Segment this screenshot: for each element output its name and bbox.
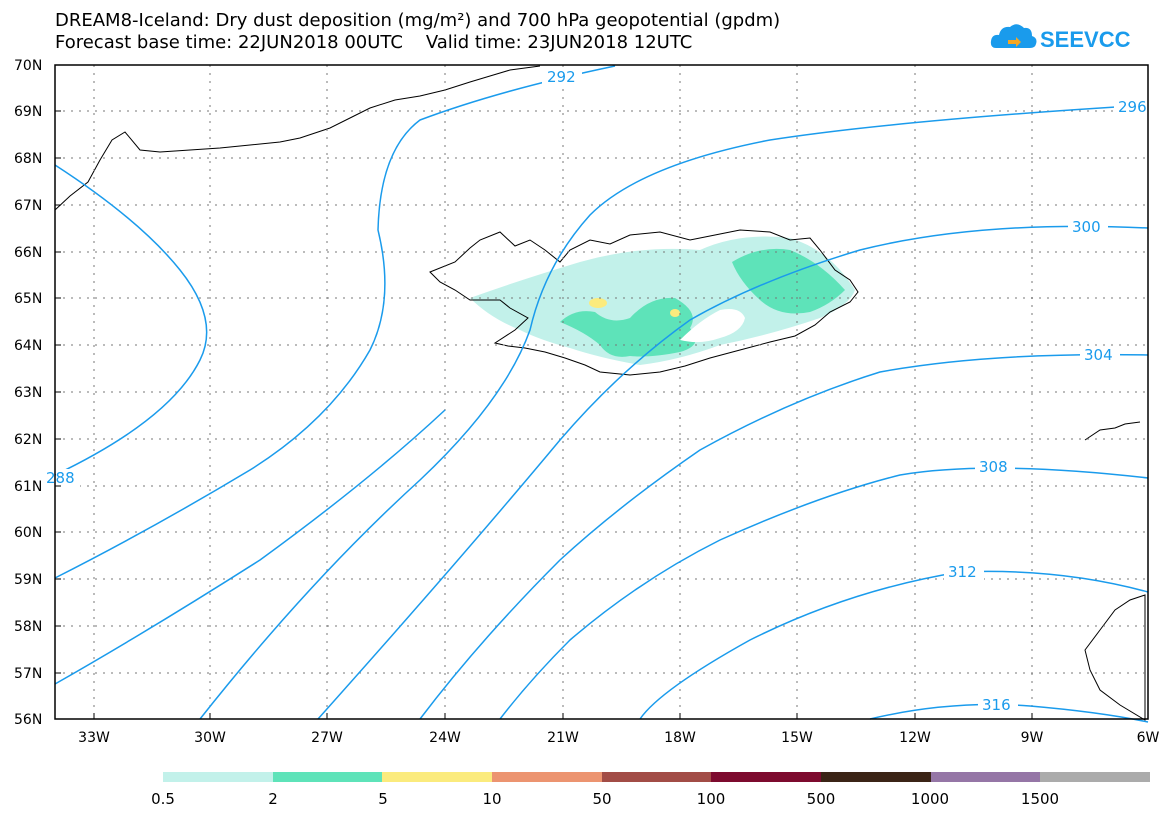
legend-swatch — [711, 772, 822, 782]
contour-312-line — [639, 570, 1149, 720]
contour-label-292: 292 — [547, 68, 576, 86]
lon-label: 18W — [664, 730, 696, 746]
lon-label: 9W — [1021, 730, 1044, 746]
dust-area-peak-2 — [670, 309, 680, 317]
iceland-coast — [429, 229, 859, 376]
lat-label: 70N — [14, 58, 42, 74]
logo-text: SEEVCCC — [1040, 27, 1130, 52]
lat-label: 67N — [14, 198, 42, 214]
contour-label-288: 288 — [46, 469, 75, 487]
latitude-labels: 70N 69N 68N 67N 66N 65N 64N 63N 62N 61N … — [14, 58, 42, 728]
lat-label: 62N — [14, 432, 42, 448]
contour-labels: 292 296 300 304 308 312 316 288 — [46, 68, 1150, 714]
legend-label: 100 — [696, 790, 726, 808]
contour-label-304: 304 — [1084, 346, 1113, 364]
legend-label: 5 — [378, 790, 388, 808]
contour-label-300: 300 — [1072, 218, 1101, 236]
legend-label: 50 — [592, 790, 612, 808]
lat-label: 61N — [14, 479, 42, 495]
dust-area-high-2 — [732, 248, 845, 314]
lat-label: 68N — [14, 151, 42, 167]
arrow-icon — [1008, 37, 1021, 47]
dust-deposition-layer — [470, 236, 855, 365]
legend-swatch — [163, 772, 273, 782]
contour-296-line — [199, 104, 1149, 720]
legend-swatch — [382, 772, 493, 782]
legend-label: 1500 — [1020, 790, 1060, 808]
lon-label: 27W — [311, 730, 343, 746]
contour-308-line — [499, 467, 1149, 720]
legend-swatch — [272, 772, 383, 782]
lat-label: 57N — [14, 666, 42, 682]
lat-label: 58N — [14, 619, 42, 635]
contour-316-line — [869, 703, 1149, 723]
lat-label: 59N — [14, 572, 42, 588]
map-title: DREAM8-Iceland: Dry dust deposition (mg/… — [55, 10, 781, 31]
dust-area-peak-1 — [589, 298, 607, 308]
legend-label: 10 — [482, 790, 502, 808]
legend-label: 0.5 — [151, 790, 175, 808]
contour-288-lower-line — [54, 409, 446, 685]
contour-label-312: 312 — [948, 563, 977, 581]
lat-label: 69N — [14, 104, 42, 120]
dust-area-clear — [680, 309, 745, 343]
legend-swatch — [1040, 772, 1151, 782]
gridlines — [55, 65, 1148, 719]
lat-label: 65N — [14, 291, 42, 307]
lat-label: 63N — [14, 385, 42, 401]
legend-swatch — [492, 772, 602, 782]
contour-292-line — [54, 65, 616, 579]
lat-label: 60N — [14, 525, 42, 541]
contour-label-308: 308 — [979, 458, 1008, 476]
coastline-layer — [54, 65, 1146, 721]
lon-label: 12W — [899, 730, 931, 746]
norway-coast-north — [1084, 421, 1141, 441]
color-legend — [163, 772, 1151, 782]
seevccc-logo: SEEVCCC — [990, 24, 1130, 52]
norway-coast-south — [1084, 594, 1146, 721]
lon-label: 21W — [547, 730, 579, 746]
legend-label: 2 — [268, 790, 278, 808]
lat-label: 64N — [14, 338, 42, 354]
greenland-coast — [54, 65, 541, 211]
lon-label: 30W — [194, 730, 226, 746]
geopotential-contours — [54, 65, 1149, 723]
lon-label: 33W — [78, 730, 110, 746]
contour-label-316: 316 — [982, 696, 1011, 714]
contour-300-line — [317, 225, 1149, 720]
legend-swatch — [601, 772, 712, 782]
legend-label: 1000 — [910, 790, 950, 808]
lon-label: 24W — [429, 730, 461, 746]
legend-swatch — [930, 772, 1041, 782]
map-subtitle-times: Forecast base time: 22JUN2018 00UTC Vali… — [55, 32, 693, 53]
legend-swatch — [821, 772, 931, 782]
lat-label: 56N — [14, 712, 42, 728]
lon-label: 6W — [1137, 730, 1160, 746]
cloud-icon — [990, 24, 1037, 48]
lat-label: 66N — [14, 245, 42, 261]
contour-304-line — [419, 353, 1149, 720]
tick-marks — [55, 64, 1033, 719]
legend-label: 500 — [806, 790, 836, 808]
contour-288-line — [54, 164, 208, 476]
contour-label-296: 296 — [1118, 98, 1147, 116]
longitude-labels: 33W 30W 27W 24W 21W 18W 15W 12W 9W 6W — [78, 730, 1159, 746]
lon-label: 15W — [781, 730, 813, 746]
